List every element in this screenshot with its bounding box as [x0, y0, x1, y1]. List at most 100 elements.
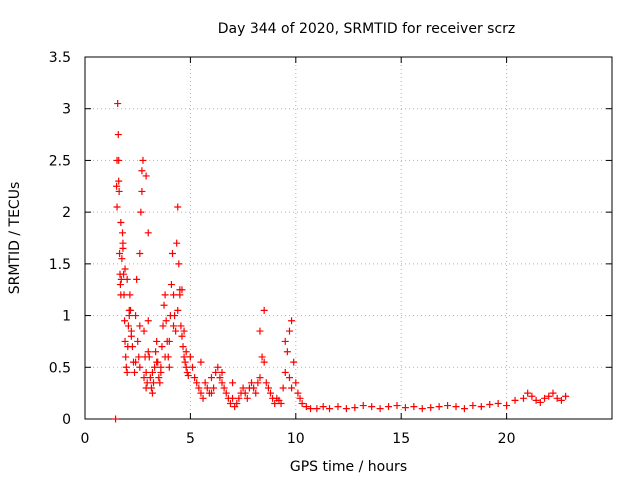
data-point	[207, 389, 215, 397]
data-point	[477, 403, 485, 411]
data-point	[175, 260, 183, 268]
data-point	[151, 363, 159, 371]
data-point	[180, 327, 188, 335]
data-point	[115, 187, 123, 195]
data-point	[117, 275, 125, 283]
data-point	[120, 270, 128, 278]
data-point	[201, 379, 209, 387]
data-point	[193, 379, 201, 387]
data-point	[226, 399, 234, 407]
data-point	[393, 402, 401, 410]
data-point	[191, 374, 199, 382]
data-point	[159, 322, 167, 330]
data-point	[281, 337, 289, 345]
data-point	[545, 392, 553, 400]
data-point	[113, 182, 121, 190]
data-point	[137, 208, 145, 216]
data-point	[121, 317, 129, 325]
data-point	[171, 312, 179, 320]
data-point	[218, 368, 226, 376]
plot-frame	[84, 56, 613, 420]
data-point	[536, 398, 544, 406]
x-tick-label: 0	[81, 431, 90, 447]
data-point	[114, 100, 122, 108]
data-point	[144, 229, 152, 237]
data-point	[127, 306, 135, 314]
data-point	[197, 389, 205, 397]
data-point	[121, 265, 129, 273]
data-point	[524, 389, 532, 397]
data-point	[174, 306, 182, 314]
data-point	[258, 353, 266, 361]
y-tick-label: 0.5	[49, 360, 71, 376]
data-point	[170, 291, 178, 299]
data-point	[148, 389, 156, 397]
data-point	[243, 394, 251, 402]
data-point	[183, 368, 191, 376]
x-tick-label: 20	[498, 431, 516, 447]
data-point	[203, 384, 211, 392]
data-point	[113, 156, 121, 164]
data-point	[254, 379, 262, 387]
data-point	[118, 255, 126, 263]
data-point	[469, 402, 477, 410]
data-point	[128, 343, 136, 351]
data-point	[189, 363, 197, 371]
data-point	[511, 396, 519, 404]
data-point	[136, 250, 144, 258]
data-point	[161, 353, 169, 361]
data-point	[288, 384, 296, 392]
chart-title: Day 344 of 2020, SRMTID for receiver scr…	[218, 21, 516, 37]
data-point	[170, 322, 178, 330]
data-point	[294, 389, 302, 397]
data-point	[150, 379, 158, 387]
data-point	[160, 301, 168, 309]
data-point	[277, 399, 285, 407]
data-point	[326, 405, 334, 413]
data-point	[181, 358, 189, 366]
y-tick-label: 0	[62, 412, 71, 428]
data-point	[212, 368, 220, 376]
data-point	[256, 374, 264, 382]
data-point	[288, 317, 296, 325]
data-point	[260, 358, 268, 366]
data-point	[410, 403, 418, 411]
data-point	[142, 172, 150, 180]
y-axis-label: SRMTID / TECUs	[7, 182, 23, 295]
data-point	[161, 291, 169, 299]
data-point	[252, 389, 260, 397]
data-point	[292, 379, 300, 387]
data-point	[126, 291, 134, 299]
data-point	[351, 404, 359, 412]
data-point	[132, 312, 140, 320]
data-point	[180, 353, 188, 361]
data-point	[256, 327, 264, 335]
data-point	[216, 374, 224, 382]
data-point	[136, 322, 144, 330]
data-point	[222, 389, 230, 397]
data-point	[167, 281, 175, 289]
axis-ticks: 0 5 10 15 20 0 0.5 1 1.5 2 2.5 3 3.5	[49, 50, 612, 447]
data-point	[342, 405, 350, 413]
data-point	[296, 394, 304, 402]
data-point	[173, 239, 181, 247]
data-point	[122, 363, 130, 371]
data-point	[549, 389, 557, 397]
data-point	[178, 286, 186, 294]
data-point	[241, 389, 249, 397]
data-point	[179, 343, 187, 351]
data-point	[334, 403, 342, 411]
data-point	[235, 394, 243, 402]
data-point	[486, 401, 494, 409]
data-point	[145, 353, 153, 361]
x-tick-label: 10	[287, 431, 305, 447]
data-point	[281, 368, 289, 376]
grid	[85, 57, 612, 419]
data-point	[233, 399, 241, 407]
y-tick-label: 1	[62, 309, 71, 325]
data-point	[444, 402, 452, 410]
data-point	[123, 368, 131, 376]
data-point	[131, 368, 139, 376]
data-point	[116, 250, 124, 258]
data-point	[144, 348, 152, 356]
